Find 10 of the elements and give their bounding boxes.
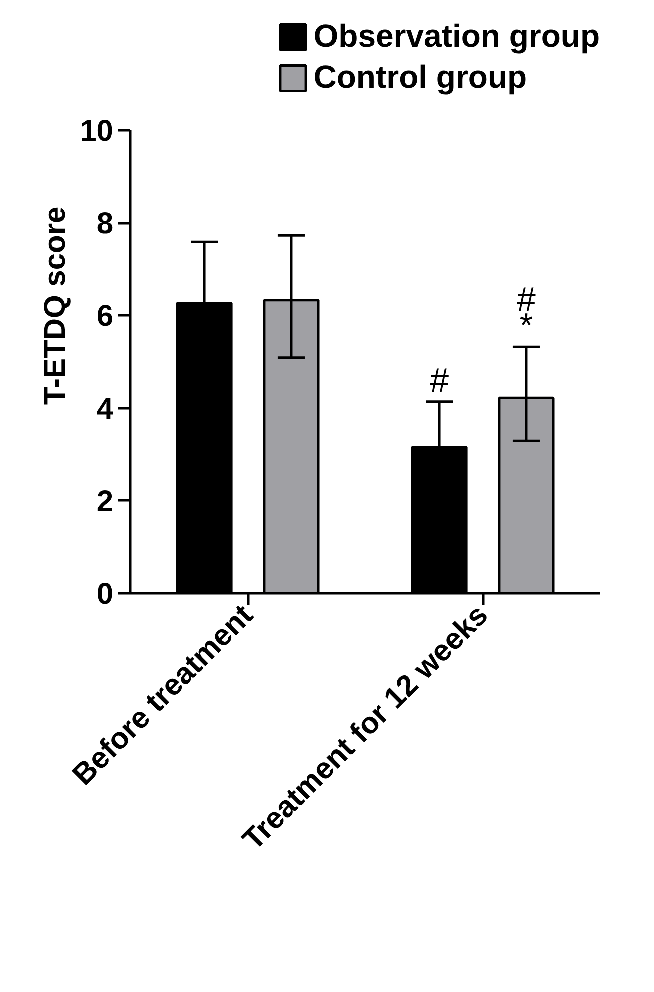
y-tick-label: 10 [80, 115, 114, 148]
annotation: # [430, 362, 450, 400]
y-tick-label: 2 [96, 485, 114, 518]
legend-label: Observation group [314, 18, 600, 55]
y-tick-label: 8 [96, 208, 114, 241]
y-tick-label: 0 [96, 578, 114, 611]
y-tick-label: 4 [96, 392, 114, 426]
y-tick-label: 6 [96, 300, 114, 334]
y-axis-title: T-ETDQ score [39, 206, 72, 406]
legend-label: Control group [314, 59, 528, 96]
